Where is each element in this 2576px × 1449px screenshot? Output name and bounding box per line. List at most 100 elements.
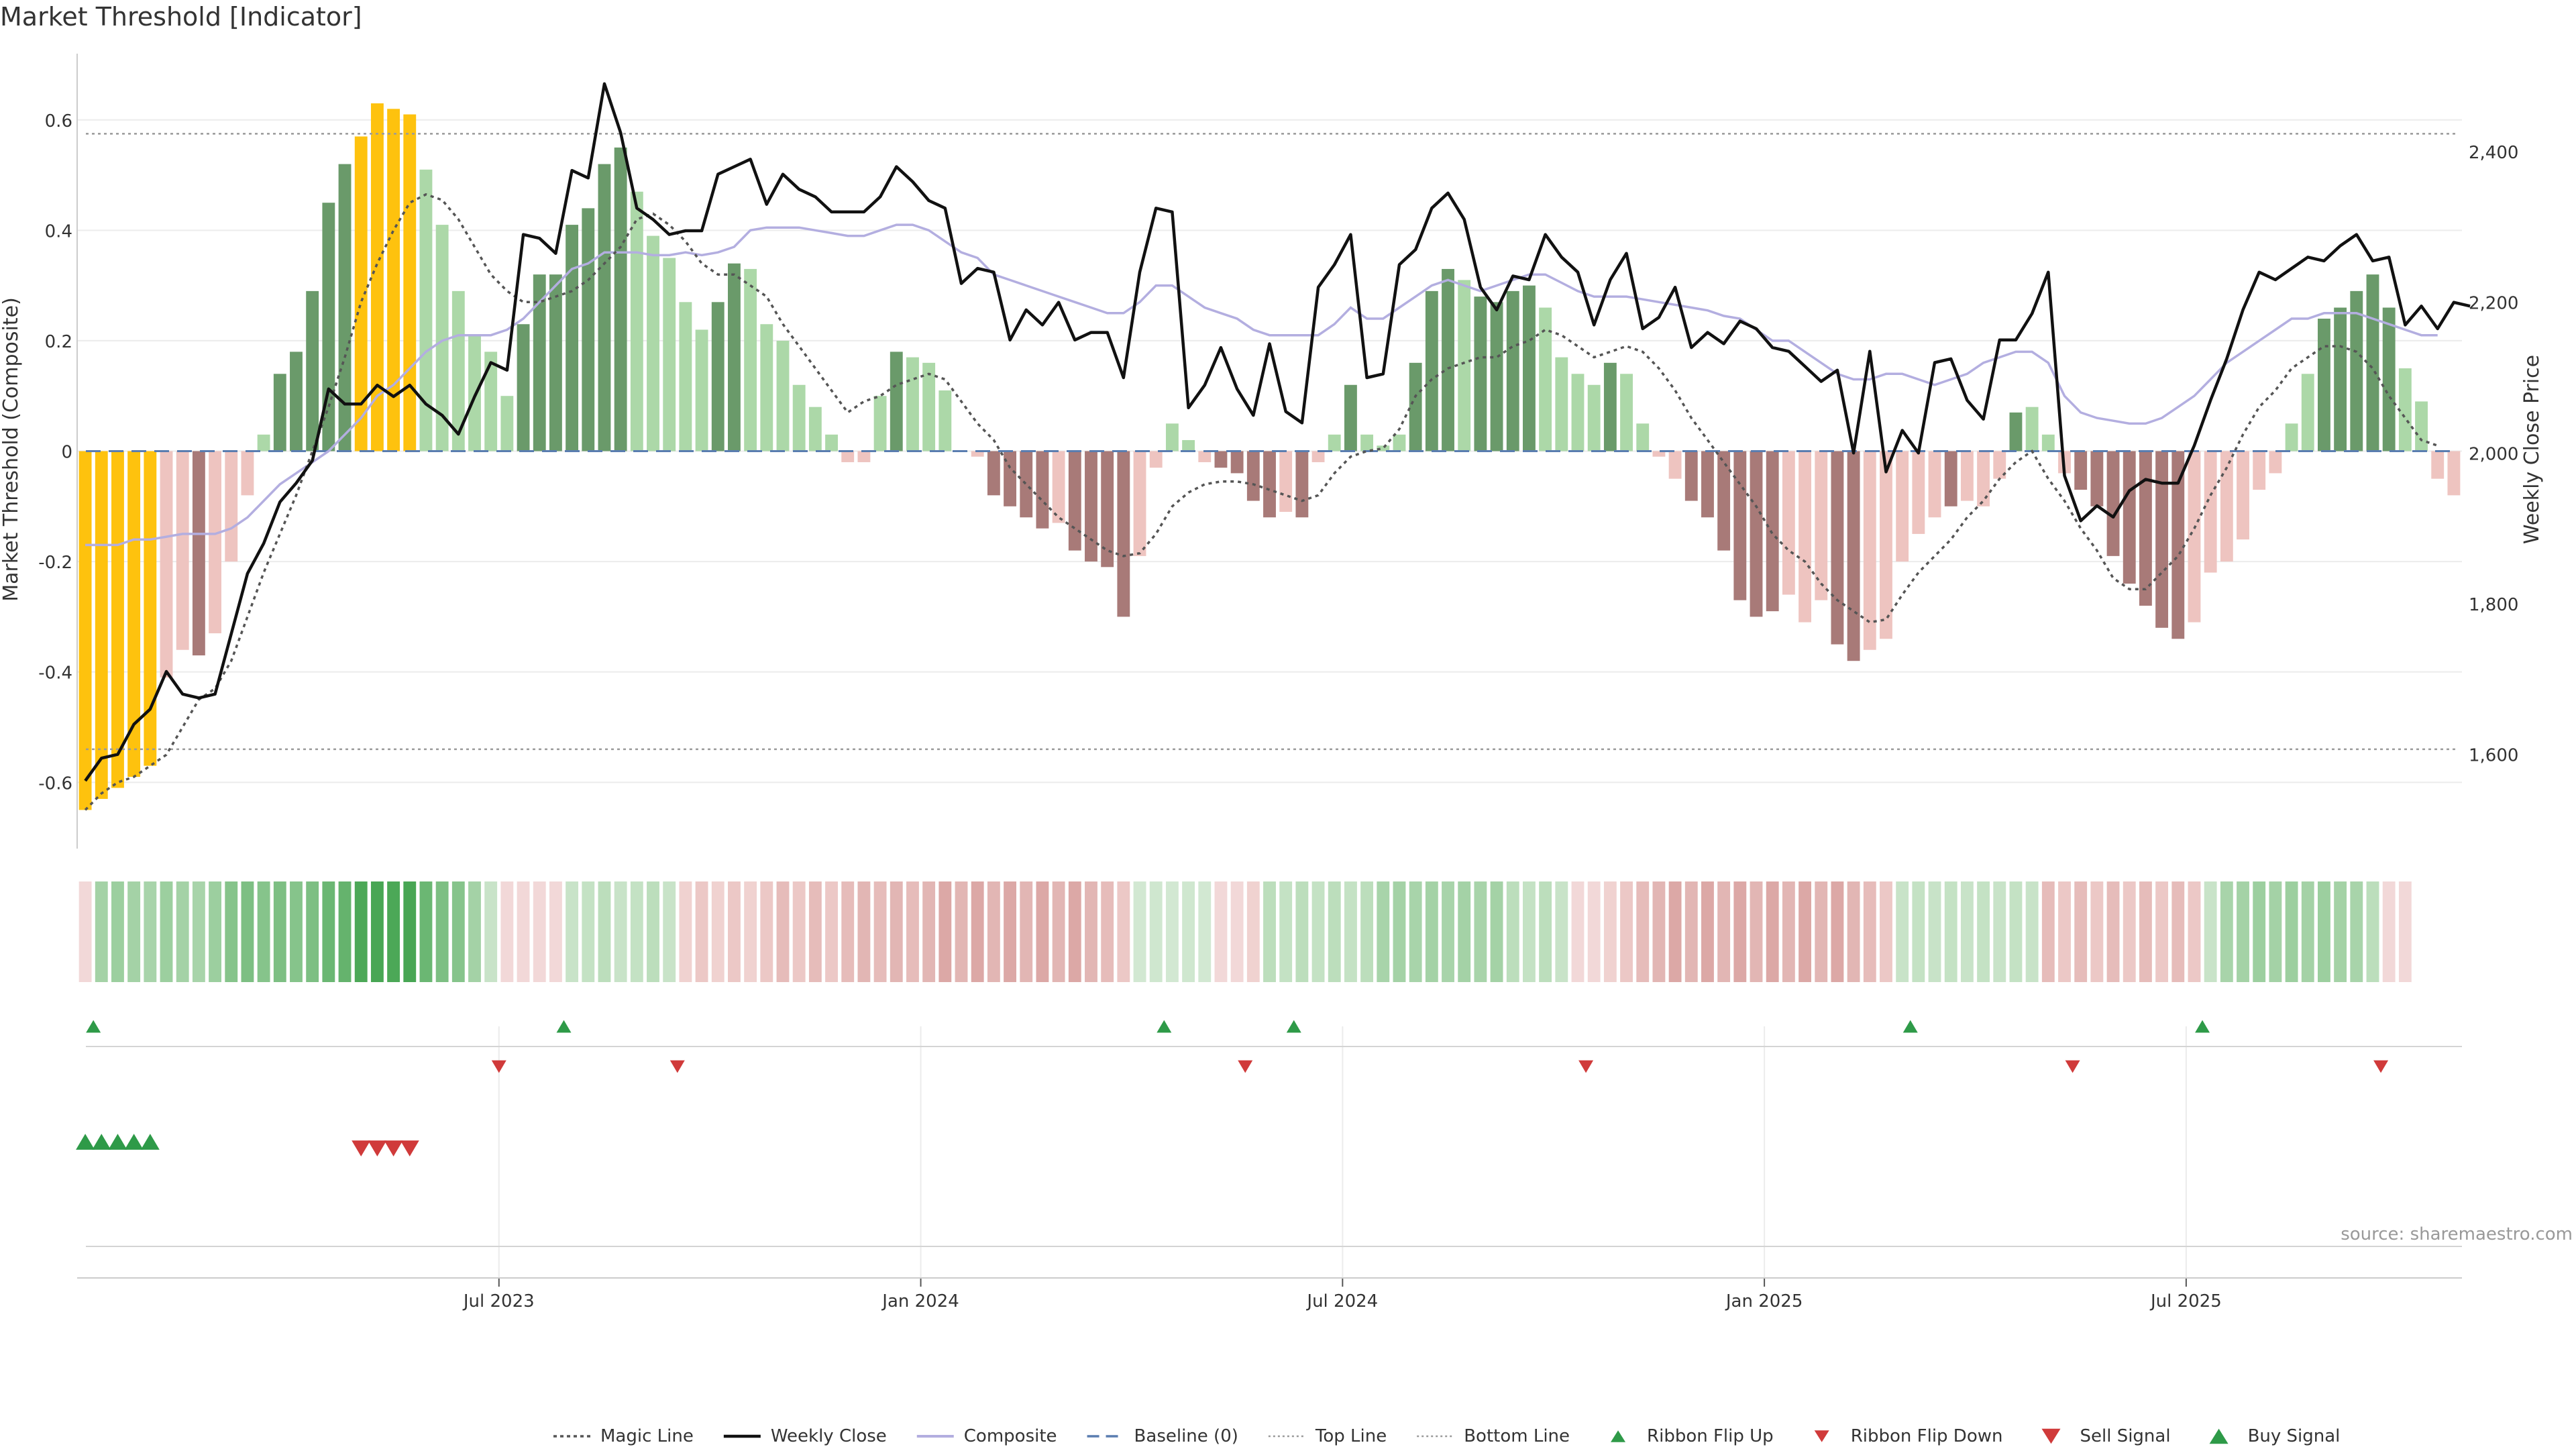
ribbon-cell xyxy=(1230,881,1244,982)
composite-bar xyxy=(1523,285,1536,451)
ribbon-flip-down-marker xyxy=(2065,1060,2080,1073)
legend: Magic Line Weekly Close Composite Baseline … xyxy=(553,1426,2340,1446)
composite-bar xyxy=(857,451,871,462)
legend-swatch xyxy=(2209,1428,2229,1444)
ribbon-cell xyxy=(663,881,676,982)
composite-bar xyxy=(1603,362,1617,451)
x-tick-label: Jul 2023 xyxy=(462,1291,535,1311)
ribbon-cell xyxy=(1165,881,1179,982)
composite-bar xyxy=(1328,434,1341,451)
composite-bar xyxy=(792,384,806,451)
ribbon-flip-up-marker xyxy=(1157,1020,1172,1033)
composite-bar xyxy=(1782,451,1795,595)
ribbon-cell xyxy=(614,881,627,982)
composite-bar xyxy=(922,362,936,451)
composite-bar xyxy=(1506,290,1519,451)
ribbon-cell xyxy=(1263,881,1276,982)
composite-bar xyxy=(533,274,546,451)
ribbon-cell xyxy=(987,881,1000,982)
ribbon-cell xyxy=(2398,881,2412,982)
composite-bar xyxy=(1555,357,1568,451)
ribbon-cell xyxy=(857,881,871,982)
legend-item: Magic Line xyxy=(553,1426,694,1446)
legend-swatch xyxy=(1611,1430,1626,1442)
ribbon-cell xyxy=(2123,881,2136,982)
ribbon-flip-down-marker xyxy=(491,1060,506,1073)
ribbon-cell xyxy=(711,881,724,982)
composite-bar xyxy=(1214,451,1228,468)
legend-label: Weekly Close xyxy=(771,1426,887,1446)
ribbon-cell xyxy=(1847,881,1860,982)
composite-bar xyxy=(1571,374,1585,451)
legend-label: Ribbon Flip Down xyxy=(1851,1426,2003,1446)
composite-bar xyxy=(1295,451,1309,518)
ribbon-cell xyxy=(370,881,384,982)
ribbon-cell xyxy=(971,881,984,982)
ribbon-cell xyxy=(1831,881,1844,982)
composite-bar xyxy=(1068,451,1081,551)
ribbon-cell xyxy=(1020,881,1033,982)
legend-label: Top Line xyxy=(1315,1426,1387,1446)
composite-bar xyxy=(1636,423,1650,451)
ribbon-cell xyxy=(500,881,514,982)
composite-bar xyxy=(1149,451,1163,468)
ribbon-cell xyxy=(1750,881,1763,982)
y-left-tick-label: 0.4 xyxy=(45,221,72,241)
ribbon-cell xyxy=(792,881,806,982)
ribbon-cell xyxy=(1782,881,1795,982)
ribbon-cell xyxy=(1393,881,1406,982)
ribbon-cell xyxy=(468,881,481,982)
y-left-tick-label: -0.4 xyxy=(38,663,72,684)
ribbon-cell xyxy=(1896,881,1909,982)
composite-bar xyxy=(435,225,449,451)
ribbon-cell xyxy=(2074,881,2088,982)
ribbon-cell xyxy=(1571,881,1585,982)
ribbon-cell xyxy=(322,881,335,982)
composite-bar xyxy=(971,451,984,457)
ribbon-cell xyxy=(1863,881,1876,982)
ribbon-cell xyxy=(2334,881,2347,982)
ribbon-cell xyxy=(582,881,595,982)
ribbon-cell xyxy=(1474,881,1487,982)
composite-bar xyxy=(2188,451,2201,623)
composite-bar xyxy=(370,103,384,451)
ribbon-cell xyxy=(1490,881,1503,982)
y-right-tick-label: 1,600 xyxy=(2469,746,2518,766)
composite-bar xyxy=(2334,307,2347,451)
y-right-tick-label: 1,800 xyxy=(2469,595,2518,615)
ribbon-cell xyxy=(1458,881,1471,982)
ribbon-cell xyxy=(354,881,368,982)
ribbon-cell xyxy=(1620,881,1633,982)
ribbon-flip-up-marker xyxy=(86,1020,101,1033)
composite-bar xyxy=(1717,451,1731,551)
ribbon-cell xyxy=(922,881,936,982)
composite-bar xyxy=(2285,423,2298,451)
legend-label: Baseline (0) xyxy=(1134,1426,1238,1446)
ribbon-cell xyxy=(127,881,141,982)
buy-signal-marker xyxy=(108,1134,127,1150)
sell-signal-marker xyxy=(368,1140,387,1157)
chart-title: Market Threshold [Indicator] xyxy=(0,2,362,32)
ribbon-cell xyxy=(1328,881,1341,982)
composite-bar xyxy=(1474,297,1487,451)
ribbon-cell xyxy=(1182,881,1195,982)
composite-bar xyxy=(1977,451,1990,506)
ribbon-cell xyxy=(2204,881,2217,982)
composite-bar xyxy=(144,451,157,766)
ribbon-cell xyxy=(598,881,611,982)
composite-line xyxy=(85,223,2438,547)
sell-signal-marker xyxy=(400,1140,419,1157)
composite-bar xyxy=(1863,451,1876,650)
ribbon-cell xyxy=(825,881,838,982)
composite-bar xyxy=(1036,451,1049,529)
ribbon-cell xyxy=(2171,881,2185,982)
composite-bar xyxy=(760,324,773,451)
composite-bar xyxy=(1831,451,1844,645)
legend-label: Composite xyxy=(964,1426,1057,1446)
x-tick-label: Jul 2025 xyxy=(2149,1291,2222,1311)
composite-bar xyxy=(1085,451,1097,562)
composite-bar xyxy=(2366,274,2379,451)
ribbon-cell xyxy=(176,881,189,982)
composite-bar xyxy=(890,352,903,451)
ribbon-cell xyxy=(338,881,352,982)
